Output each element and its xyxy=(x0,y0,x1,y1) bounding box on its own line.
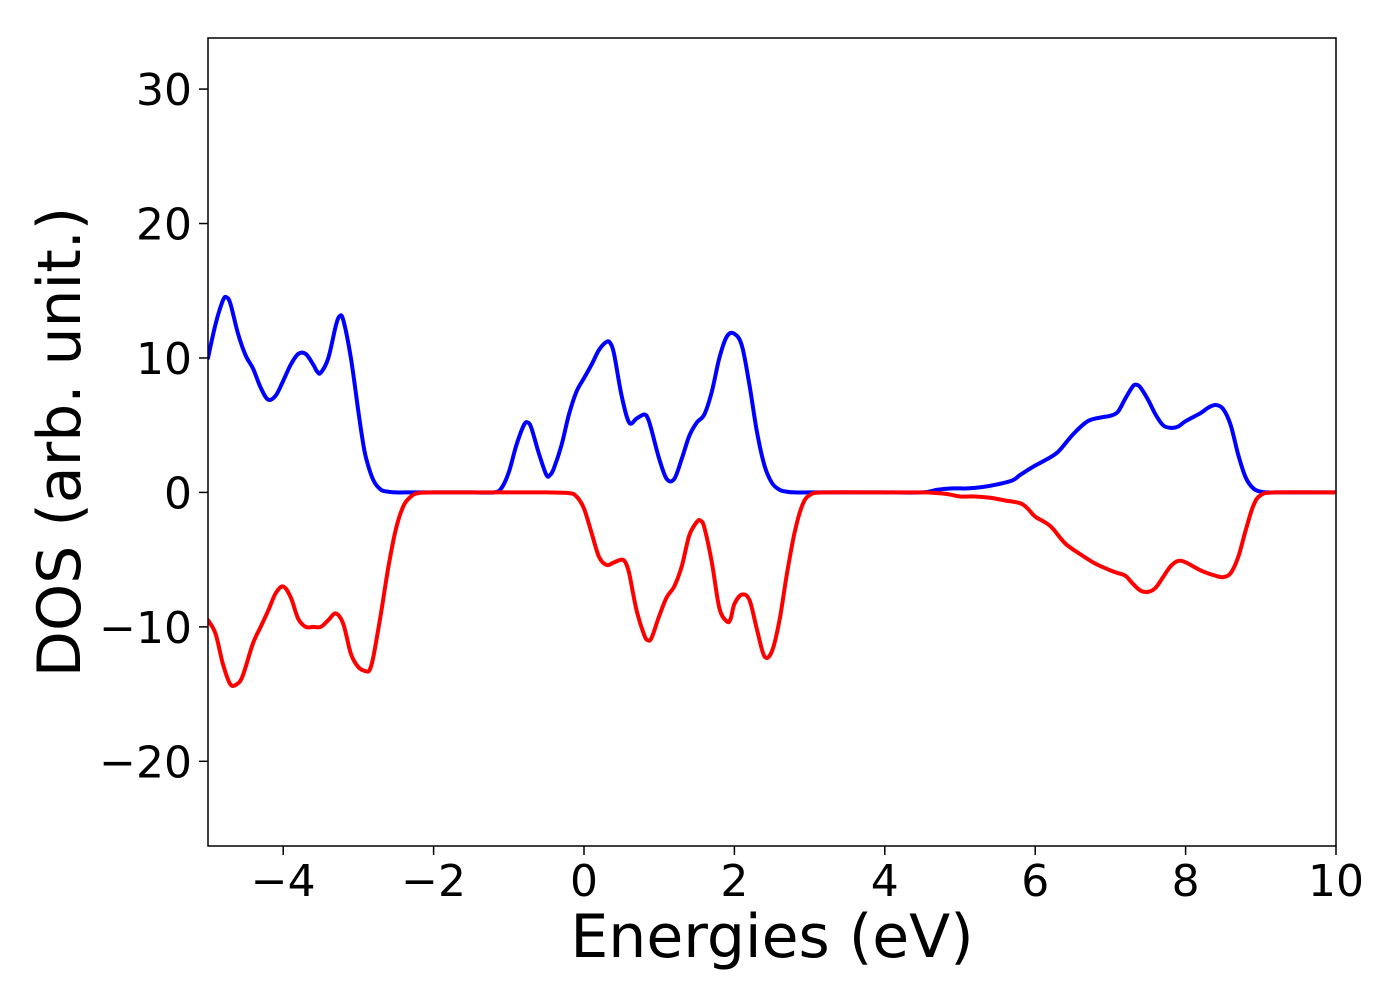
x-tick-label: 10 xyxy=(1308,856,1364,907)
x-tick-label: 2 xyxy=(720,856,748,907)
y-tick-label: 10 xyxy=(136,334,192,385)
y-tick-label: −10 xyxy=(99,603,192,654)
x-tick-label: 8 xyxy=(1172,856,1200,907)
y-tick-label: 0 xyxy=(164,468,192,519)
plot-frame xyxy=(207,37,1337,847)
series-line-1 xyxy=(208,294,1336,495)
x-axis-title: Energies (eV) xyxy=(570,902,973,972)
x-axis: −4 −2 0 2 4 6 8 10 xyxy=(251,846,1364,907)
series-line-2 xyxy=(208,490,1336,688)
x-tick-label: 4 xyxy=(871,856,899,907)
y-tick-label: 20 xyxy=(136,200,192,251)
x-tick-label: −4 xyxy=(251,856,316,907)
y-axis-title: DOS (arb. unit.) xyxy=(25,207,95,677)
y-tick-label: −20 xyxy=(99,737,192,788)
series-layer xyxy=(208,294,1336,688)
x-tick-label: 6 xyxy=(1021,856,1049,907)
y-axis: −20 −10 0 10 20 30 xyxy=(99,65,208,788)
x-tick-label: −2 xyxy=(401,856,466,907)
y-tick-label: 30 xyxy=(136,65,192,116)
x-tick-label: 0 xyxy=(570,856,598,907)
